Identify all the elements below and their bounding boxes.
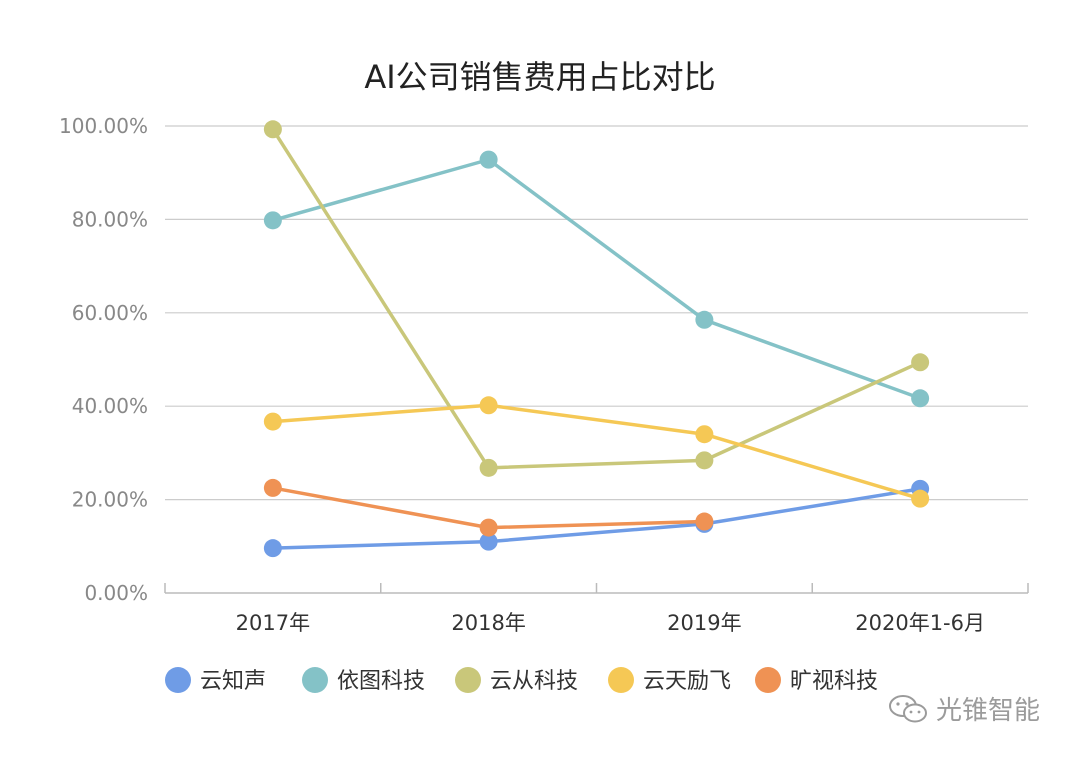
legend: 云知声 依图科技 云从科技 云天励飞 旷视科技 [165, 667, 878, 694]
x-tick-label: 2018年 [451, 611, 525, 635]
x-tick-label: 2017年 [236, 611, 310, 635]
legend-marker [455, 667, 481, 693]
grid-lines [165, 125, 1028, 501]
data-point [479, 150, 498, 169]
y-tick-label: 20.00% [72, 488, 148, 512]
legend-marker [165, 667, 191, 693]
data-point [479, 532, 498, 551]
legend-label: 云天励飞 [643, 669, 731, 694]
x-tick-label: 2020年1-6月 [855, 611, 985, 635]
y-tick-label: 80.00% [72, 207, 148, 231]
y-tick-label: 0.00% [84, 581, 148, 605]
data-point [911, 389, 930, 408]
y-tick-label: 60.00% [72, 301, 148, 325]
legend-marker [302, 667, 328, 693]
data-point [263, 211, 282, 230]
data-point [479, 518, 498, 537]
data-point [695, 512, 714, 531]
data-point [911, 489, 930, 508]
series-line-0 [271, 487, 922, 550]
wechat-icon [889, 694, 927, 722]
series-layer [263, 120, 930, 558]
axes: 0.00% 20.00% 40.00% 60.00% 80.00% 100.00% 2017… [59, 114, 1029, 635]
legend-label: 云从科技 [490, 669, 578, 694]
series-line-3 [271, 403, 922, 501]
data-point [911, 353, 930, 372]
data-point [695, 425, 714, 444]
legend-marker [755, 667, 781, 693]
data-point [479, 458, 498, 477]
series-line-2 [271, 127, 922, 470]
series-line-1 [271, 157, 922, 401]
watermark-text: 光锥智能 [936, 696, 1041, 726]
data-point [695, 451, 714, 470]
watermark: 光锥智能 [888, 690, 1040, 727]
legend-label: 云知声 [200, 669, 266, 694]
y-tick-label: 100.00% [59, 114, 148, 138]
y-tick-label: 40.00% [72, 394, 148, 418]
data-point [479, 396, 498, 415]
data-point [263, 120, 282, 139]
data-point [695, 310, 714, 329]
x-tick-label: 2019年 [667, 611, 741, 635]
data-point [263, 539, 282, 558]
legend-marker [608, 667, 634, 693]
legend-label: 依图科技 [337, 669, 425, 694]
chart-title: AI公司销售费用占比对比 [364, 58, 715, 96]
data-point [263, 478, 282, 497]
data-point [263, 412, 282, 431]
legend-label: 旷视科技 [790, 669, 878, 694]
